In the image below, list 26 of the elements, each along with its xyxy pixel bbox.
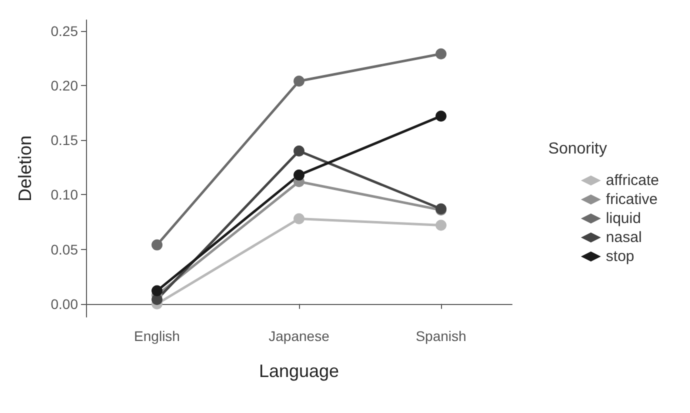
y-axis-title: Deletion: [15, 135, 35, 202]
point: [152, 285, 162, 296]
legend-label: fricative: [606, 191, 658, 208]
point: [436, 48, 446, 60]
point: [294, 213, 304, 224]
x-tick-label: Spanish: [416, 328, 466, 344]
y-tick-label: 0.10: [50, 186, 78, 203]
legend-label: liquid: [606, 210, 641, 227]
point: [436, 110, 446, 122]
x-axis-title: Language: [258, 361, 340, 381]
y-tick-label: 0.20: [50, 78, 78, 94]
legend-label: stop: [606, 248, 634, 265]
x-tick-label: Japanese: [268, 328, 330, 344]
point: [294, 170, 304, 181]
point: [294, 76, 304, 87]
legend-title: Sonority: [548, 140, 608, 158]
x-tick-label: English: [134, 328, 180, 344]
y-tick-label: 0.25: [50, 22, 78, 39]
y-tick-label: 0.15: [50, 132, 78, 148]
point: [294, 146, 304, 157]
legend-label: nasal: [606, 229, 642, 246]
y-tick-label: 0.05: [50, 241, 78, 258]
y-tick-label: 0.00: [50, 296, 78, 312]
point: [436, 220, 446, 231]
point: [152, 239, 162, 250]
legend-label: affricate: [606, 172, 660, 189]
